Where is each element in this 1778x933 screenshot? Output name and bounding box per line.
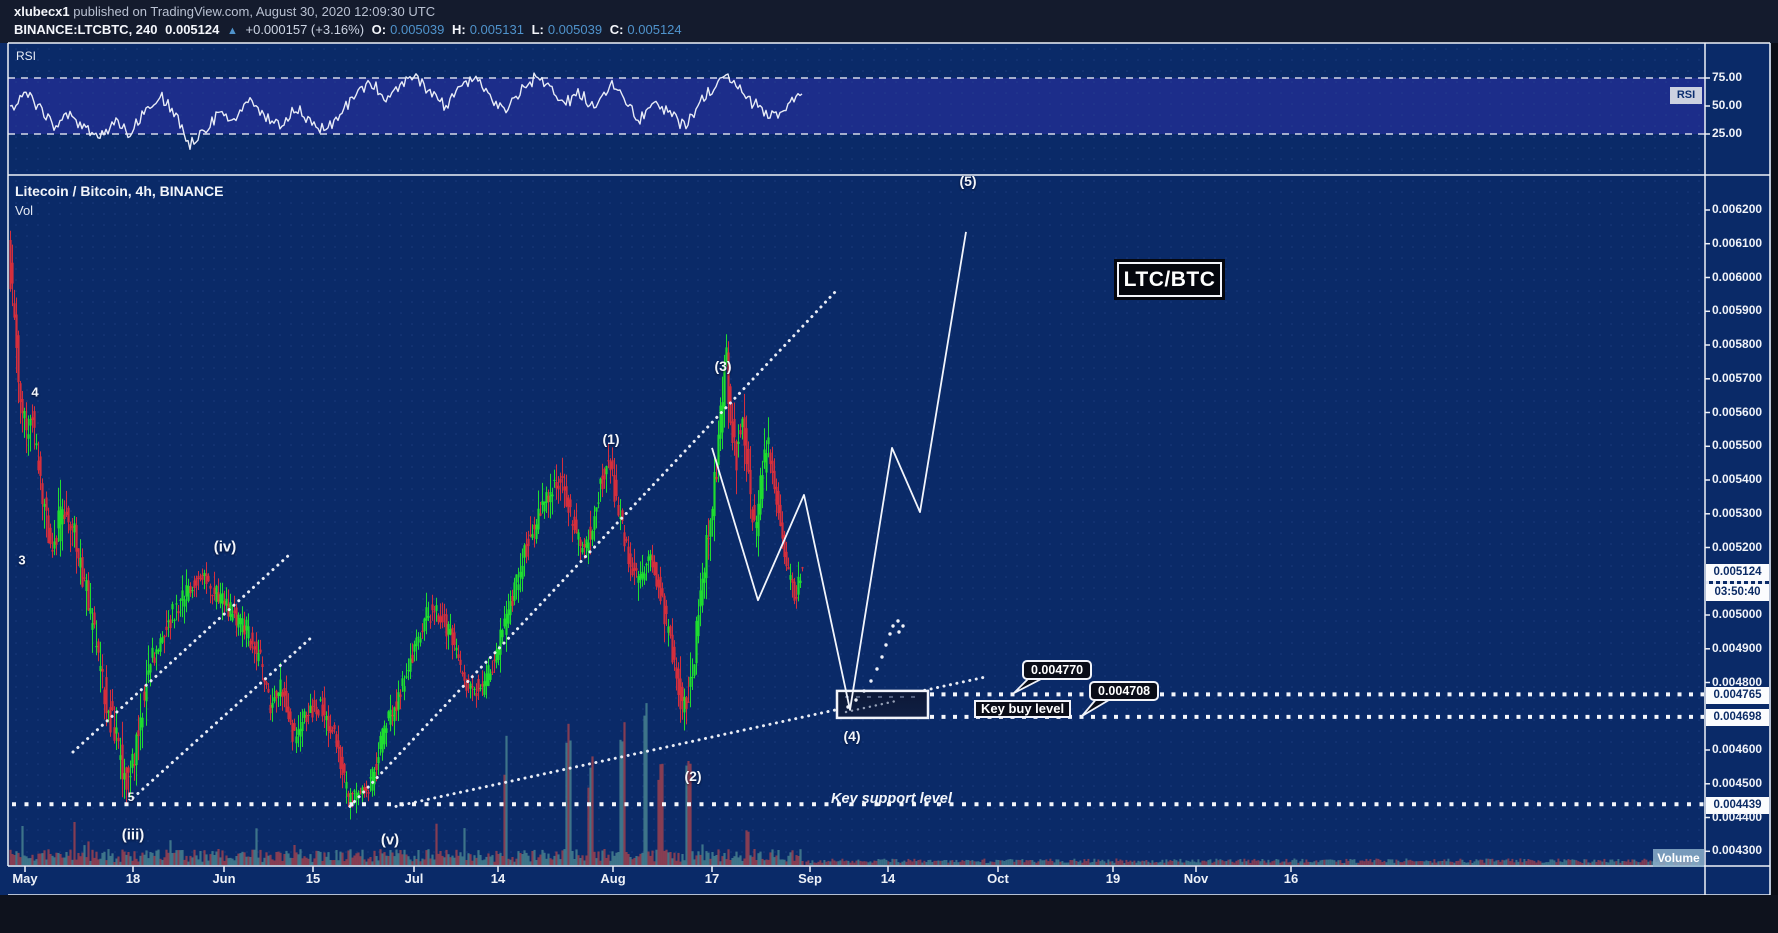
low-label: L: (531, 22, 544, 37)
price-tick-label: 0.005700 (1712, 370, 1763, 385)
username: xlubecx1 (14, 4, 70, 19)
rsi-tick-50: 50.00 (1712, 98, 1743, 112)
volume-legend: Vol (15, 203, 34, 218)
price-tick-label: 0.006100 (1712, 235, 1763, 250)
wave-label-iii[interactable]: (iii) (121, 826, 145, 844)
bar-countdown-badge: 03:50:40 (1706, 584, 1769, 601)
last-price: 0.005124 (165, 22, 220, 37)
price-tick-label: 0.005500 (1712, 438, 1763, 453)
price-callout-4770[interactable]: 0.004770 (1022, 660, 1093, 680)
wave-label-3[interactable]: 3 (18, 552, 26, 568)
symbol-name: BINANCE:LTCBTC, 240 (14, 22, 158, 37)
low-value: 0.005039 (547, 22, 603, 37)
wave-label-5[interactable]: (5) (959, 173, 977, 189)
main-legend-title: Litecoin / Bitcoin, 4h, BINANCE (15, 183, 224, 199)
rsi-pane-label: RSI (16, 49, 37, 63)
price-tick-label: 0.006000 (1712, 269, 1763, 284)
rsi-tick-75: 75.00 (1712, 70, 1743, 84)
publish-text: published on TradingView.com, August 30,… (69, 4, 436, 19)
price-tick-label: 0.005900 (1712, 303, 1763, 318)
footer-bar: TradingView (0, 895, 1778, 933)
price-tick-label: 0.005400 (1712, 472, 1763, 486)
wave-label-5[interactable]: 5 (127, 790, 135, 804)
rsi-tick-25: 25.00 (1712, 126, 1743, 140)
price-tick-label: 0.006200 (1712, 202, 1763, 216)
price-tick-label: 0.004300 (1712, 843, 1763, 858)
open-label: O: (371, 22, 387, 37)
time-tick-label: 15 (305, 871, 321, 886)
price-tick-label: 0.004600 (1712, 742, 1763, 756)
publish-info: xlubecx1 published on TradingView.com, A… (14, 4, 435, 19)
close-value: 0.005124 (627, 22, 682, 37)
wave-label-3[interactable]: (3) (714, 358, 732, 374)
time-tick-label: Sep (798, 871, 822, 886)
price-callout-4708[interactable]: 0.004708 (1089, 681, 1160, 701)
price-tick-label: 0.004400 (1712, 809, 1763, 824)
time-tick-label: Jul (404, 871, 424, 886)
price-tick-label: 0.005600 (1712, 404, 1763, 419)
time-tick-label: 19 (1105, 871, 1121, 886)
key-support-level-label[interactable]: Key support level (831, 791, 952, 807)
level-badge-4698: 0.004698 (1706, 709, 1769, 726)
price-tick-label: 0.005000 (1712, 607, 1763, 621)
time-tick-label: May (12, 871, 38, 886)
current-price-badge: 0.005124 (1706, 564, 1769, 581)
price-tick-label: 0.004500 (1712, 775, 1763, 790)
volume-axis-badge: Volume (1653, 849, 1704, 867)
symbol-text-box[interactable]: LTC/BTC (1117, 262, 1222, 297)
time-tick-label: Aug (600, 871, 626, 886)
level-badge-4765: 0.004765 (1706, 687, 1769, 704)
price-change: +0.000157 (+3.16%) (245, 22, 365, 37)
wave-label-2[interactable]: (2) (684, 768, 702, 784)
wave-label-iv[interactable]: (iv) (213, 538, 237, 556)
close-label: C: (609, 22, 624, 37)
time-tick-label: 14 (490, 871, 506, 886)
time-tick-label: 16 (1283, 871, 1299, 886)
price-tick-label: 0.005300 (1712, 505, 1763, 520)
price-line-dots (1706, 581, 1769, 584)
price-tick-label: 0.004900 (1712, 640, 1763, 655)
time-tick-label: 14 (880, 871, 896, 886)
time-tick-label: 18 (125, 871, 141, 886)
time-tick-label: Nov (1183, 871, 1209, 886)
price-tick-label: 0.005800 (1712, 337, 1763, 351)
open-value: 0.005039 (390, 22, 445, 37)
key-buy-level-label[interactable]: Key buy level (974, 700, 1072, 718)
time-tick-label: Jun (212, 871, 236, 886)
wave-label-4[interactable]: (4) (843, 728, 861, 744)
level-badge-4439: 0.004439 (1706, 797, 1769, 814)
price-tick-label: 0.005200 (1712, 539, 1763, 554)
time-tick-label: Oct (987, 871, 1009, 886)
rsi-series-badge: RSI (1670, 87, 1702, 104)
wave-label-1[interactable]: (1) (602, 431, 620, 447)
high-label: H: (451, 22, 466, 37)
wave-label-v[interactable]: (v) (380, 831, 400, 849)
wave-label-4[interactable]: 4 (31, 384, 39, 400)
symbol-info-bar: BINANCE:LTCBTC, 240 0.005124 ▲ +0.000157… (14, 22, 686, 37)
high-value: 0.005131 (469, 22, 524, 37)
change-arrow-icon: ▲ (226, 25, 238, 37)
time-tick-label: 17 (704, 871, 720, 886)
price-tick-label: 0.004800 (1712, 674, 1763, 689)
